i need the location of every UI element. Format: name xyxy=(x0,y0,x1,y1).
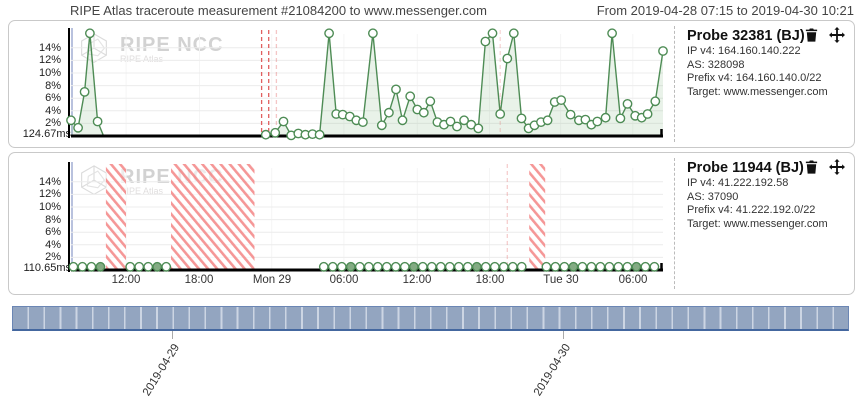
y-tick-label: 12% xyxy=(38,188,61,201)
y-tick-label: 4% xyxy=(45,104,61,117)
page-title: RIPE Atlas traceroute measurement #21084… xyxy=(70,3,487,18)
y-tick-label: 10% xyxy=(38,201,61,213)
y-tick-label: 6% xyxy=(45,226,61,239)
y-axis-labels: 14% 12% 10% 8% 6% 4% 2% xyxy=(9,162,64,274)
probe-info: Probe 11944 (BJ) IP v4: 41.222.192.58 AS… xyxy=(687,160,849,231)
info-separator xyxy=(674,158,675,289)
y-tick-label: 8% xyxy=(45,213,61,226)
watermark-sub: RIPE Atlas xyxy=(120,186,164,196)
probe-ip: IP v4: 164.160.140.222 xyxy=(687,45,801,57)
date-label: 2019-04-29 xyxy=(140,342,183,399)
rtt-baseline-label: 124.67ms xyxy=(22,128,71,140)
time-range-label: From 2019-04-28 07:15 to 2019-04-30 10:2… xyxy=(596,3,854,18)
date-tick xyxy=(172,331,173,339)
probe-as: AS: 328098 xyxy=(687,58,745,71)
move-icon[interactable] xyxy=(829,159,845,175)
move-icon[interactable] xyxy=(829,27,845,43)
plot-left-edge xyxy=(71,162,73,270)
probe-prefix: Prefix v4: 164.160.140.0/22 xyxy=(687,72,822,84)
probe-prefix: Prefix v4: 41.222.192.0/22 xyxy=(687,204,816,216)
date-tick xyxy=(563,331,564,339)
y-tick-label: 10% xyxy=(38,67,61,79)
watermark-sub: RIPE Atlas xyxy=(120,54,164,64)
probe-as: AS: 37090 xyxy=(687,190,739,203)
y-tick-label: 6% xyxy=(45,92,61,105)
probe-chart-panel: RIPE NCC RIPE Atlas 14% 12% 10% 8% 6% 4% 2% 12… xyxy=(8,20,855,148)
info-separator xyxy=(674,26,675,142)
y-tick-label: 12% xyxy=(38,54,61,67)
probe-target: Target: www.messenger.com xyxy=(687,85,828,98)
y-tick-label: 2% xyxy=(45,251,61,264)
y-tick-label: 14% xyxy=(38,41,61,54)
probe-ip: IP v4: 41.222.192.58 xyxy=(687,177,789,189)
watermark-brand: RIPE NCC xyxy=(120,34,224,56)
probe-chart-panel: RIPE NCC RIPE Atlas 14%12%10%8%6%4%2% 11… xyxy=(8,152,855,295)
y-tick-label: 4% xyxy=(45,238,61,251)
y-tick-label: 8% xyxy=(45,79,61,92)
loss-timeseries-chart xyxy=(68,164,663,272)
x-tick-label: 06:00 xyxy=(329,274,359,286)
y-tick-label: 2% xyxy=(45,117,61,130)
x-tick-label: 12:00 xyxy=(402,274,432,286)
probe-target: Target: www.messenger.com xyxy=(687,217,828,230)
timeline-brush-bar[interactable] xyxy=(12,306,849,331)
ripe-watermark: RIPE NCC RIPE Atlas xyxy=(75,31,224,69)
trash-icon[interactable] xyxy=(804,27,820,43)
probe-info: Probe 32381 (BJ) IP v4: 164.160.140.222 … xyxy=(687,28,849,99)
loss-timeseries-chart xyxy=(66,28,668,141)
x-tick-label: 18:00 xyxy=(475,274,505,286)
probe-title: Probe 32381 (BJ) xyxy=(687,28,805,44)
rtt-baseline-label: 110.65ms xyxy=(23,262,72,274)
trash-icon[interactable] xyxy=(804,159,820,175)
date-label: 2019-04-30 xyxy=(531,342,574,399)
y-axis-line xyxy=(67,28,70,138)
x-tick-label: Mon 29 xyxy=(252,274,292,286)
x-axis-labels: 12:00 18:00 Mon 29 06:00 12:00 18:00 Tue 30 06:… xyxy=(71,274,663,290)
x-tick-label: Tue 30 xyxy=(543,274,579,286)
x-tick-label: 06:00 xyxy=(618,274,648,286)
x-tick-label: 18:00 xyxy=(184,274,214,286)
y-tick-label: 14% xyxy=(38,175,61,188)
y-axis-labels: 14% 12% 10% 8% 6% 4% 2% xyxy=(9,28,64,140)
plot-left-edge xyxy=(71,28,73,136)
y-axis-line xyxy=(67,162,70,272)
probe-title: Probe 11944 (BJ) xyxy=(687,160,804,176)
x-tick-label: 12:00 xyxy=(111,274,141,286)
